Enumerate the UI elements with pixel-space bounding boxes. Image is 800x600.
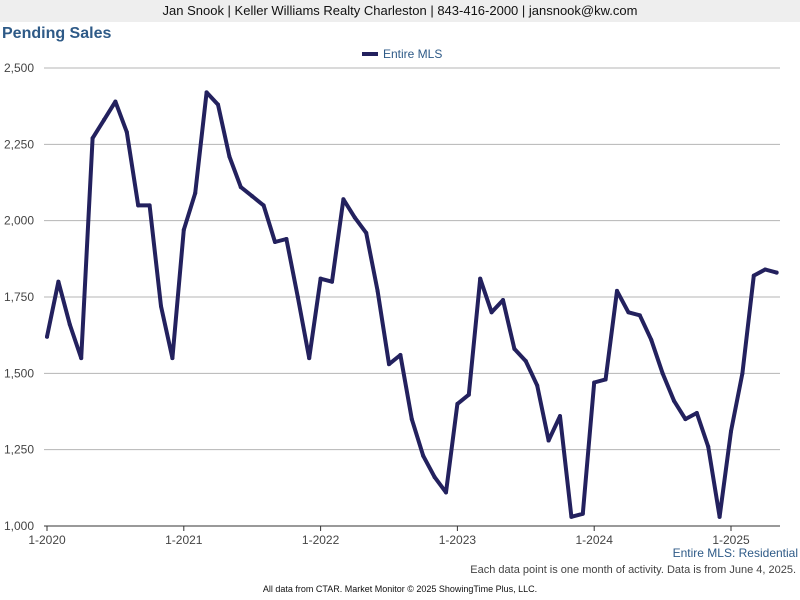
y-tick-label: 2,500 <box>4 61 34 75</box>
data-point <box>774 270 779 275</box>
data-point <box>90 136 95 141</box>
data-point <box>227 154 232 159</box>
data-point <box>170 356 175 361</box>
data-point <box>603 377 608 382</box>
data-point <box>580 511 585 516</box>
data-point <box>56 279 61 284</box>
data-point <box>421 453 426 458</box>
data-point <box>546 438 551 443</box>
region-label: Entire MLS: Residential <box>672 546 798 560</box>
data-point <box>341 197 346 202</box>
data-point <box>432 475 437 480</box>
data-point <box>466 392 471 397</box>
data-point <box>136 203 141 208</box>
data-point <box>751 273 756 278</box>
series-line-entire-mls <box>45 90 779 519</box>
data-point <box>455 401 460 406</box>
x-tick-label: 1-2020 <box>28 533 66 547</box>
data-point <box>694 411 699 416</box>
data-point <box>592 380 597 385</box>
data-point <box>660 371 665 376</box>
data-point <box>204 90 209 95</box>
data-point <box>523 359 528 364</box>
data-point <box>535 383 540 388</box>
data-point <box>352 215 357 220</box>
data-point <box>409 417 414 422</box>
data-point <box>284 236 289 241</box>
x-tick-label: 1-2024 <box>576 533 614 547</box>
data-point <box>238 185 243 190</box>
data-point <box>273 240 277 245</box>
legend-label: Entire MLS <box>383 47 442 61</box>
data-point <box>501 298 505 303</box>
data-point <box>295 295 300 299</box>
credit-line: All data from CTAR. Market Monitor © 202… <box>262 584 538 594</box>
x-tick-label: 1-2022 <box>302 533 340 547</box>
x-tick-label: 1-2023 <box>439 533 477 547</box>
y-tick-label: 1,000 <box>4 519 34 533</box>
data-point <box>250 194 255 199</box>
data-point <box>615 288 619 293</box>
data-point <box>193 191 198 196</box>
data-point <box>364 230 369 235</box>
data-point <box>489 310 494 315</box>
data-point <box>45 334 49 339</box>
data-point <box>558 414 562 419</box>
data-point <box>79 356 84 361</box>
data-point <box>124 130 129 135</box>
y-tick-label: 2,250 <box>4 137 34 151</box>
data-point <box>113 99 118 104</box>
data-point <box>159 304 163 309</box>
data-point <box>512 346 517 351</box>
data-point <box>307 356 312 361</box>
data-point <box>729 429 733 434</box>
data-point <box>67 322 72 327</box>
x-tick-label: 1-2021 <box>165 533 203 547</box>
y-tick-label: 1,750 <box>4 290 34 304</box>
data-point <box>147 203 152 208</box>
y-tick-label: 1,500 <box>4 366 34 380</box>
data-point <box>706 444 711 449</box>
y-tick-label: 1,250 <box>4 443 34 457</box>
data-point <box>330 279 334 284</box>
data-point <box>375 288 380 293</box>
data-point <box>216 102 220 107</box>
data-point <box>717 514 722 519</box>
chart-title: Pending Sales <box>2 25 112 42</box>
data-point <box>261 203 266 208</box>
data-point <box>444 490 448 495</box>
data-point <box>672 398 676 403</box>
data-point <box>387 362 391 367</box>
data-point <box>318 276 323 281</box>
y-tick-label: 2,000 <box>4 214 34 228</box>
data-point <box>478 276 483 281</box>
data-point <box>763 267 768 272</box>
data-point <box>398 353 403 358</box>
data-point <box>649 337 654 342</box>
data-point <box>181 227 186 232</box>
data-point <box>626 310 631 315</box>
data-point <box>569 514 574 519</box>
agent-header: Jan Snook | Keller Williams Realty Charl… <box>0 0 800 22</box>
footnote: Each data point is one month of activity… <box>470 564 796 576</box>
data-point <box>683 417 688 422</box>
data-point <box>637 313 642 318</box>
x-tick-label: 1-2025 <box>712 533 750 547</box>
data-point <box>740 371 745 376</box>
data-point <box>102 117 106 122</box>
